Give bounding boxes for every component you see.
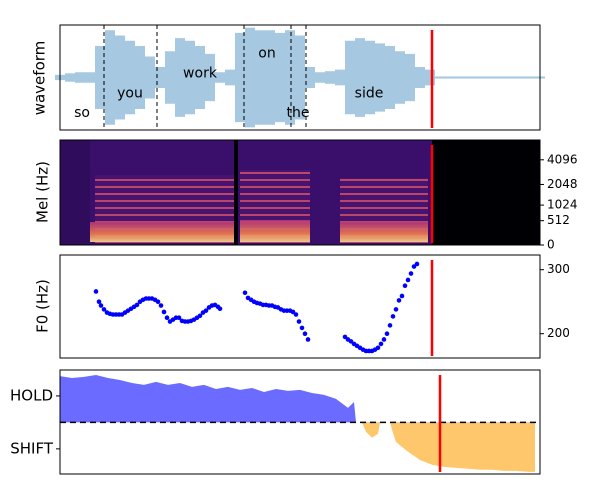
f0-point <box>305 337 311 342</box>
f0-point <box>381 337 387 342</box>
f0-point <box>402 283 408 289</box>
f0-point <box>161 309 167 315</box>
f0-point <box>290 309 296 315</box>
f0-point <box>197 313 203 319</box>
f0-point <box>299 325 305 331</box>
f0-point <box>378 341 384 347</box>
f0-point <box>399 293 405 299</box>
f0-point <box>411 264 417 269</box>
f0-point <box>93 289 99 294</box>
y-tick-label: 300 <box>547 262 570 276</box>
y-tick-label: 2048 <box>547 177 578 191</box>
f0-point <box>101 307 107 312</box>
y-axis-label: waveform <box>31 41 49 116</box>
f0-point <box>384 331 390 336</box>
f0-point <box>96 299 102 305</box>
f0-point <box>164 315 170 320</box>
f0-point <box>396 298 402 303</box>
f0-point <box>302 331 308 336</box>
hold-shift-area <box>60 375 535 472</box>
y-tick-label: 1024 <box>547 198 578 212</box>
y-tick-label: 0 <box>547 238 555 252</box>
f0-point <box>342 334 348 340</box>
y-axis-label: F0 (Hz) <box>34 279 52 333</box>
f0-point <box>414 261 420 267</box>
f0-point <box>242 290 248 296</box>
word-label: side <box>355 85 384 101</box>
f0-point <box>296 319 302 324</box>
y-tick-label: 4096 <box>547 152 578 166</box>
f0-point <box>390 314 396 319</box>
spectrogram-image <box>60 140 540 245</box>
f0-point <box>375 345 381 351</box>
word-label: on <box>258 45 275 61</box>
word-label: work <box>183 65 218 81</box>
f0-point <box>176 315 182 320</box>
f0-point <box>203 308 209 313</box>
y-tick-label: SHIFT <box>10 439 54 457</box>
y-tick-label: 512 <box>547 213 570 227</box>
y-axis-label: Mel (Hz) <box>34 161 52 223</box>
f0-point <box>98 303 104 308</box>
f0-point <box>293 312 299 317</box>
frames <box>59 24 541 475</box>
f0-point <box>158 303 164 308</box>
word-label: you <box>117 85 143 101</box>
y-tick-label: HOLD <box>10 386 53 404</box>
f0-point <box>155 299 161 305</box>
f0-point <box>405 277 411 283</box>
f0-point <box>217 306 223 312</box>
word-label: the <box>287 105 310 121</box>
word-label: so <box>74 105 90 121</box>
f0-point <box>408 271 414 276</box>
f0-point <box>393 307 399 312</box>
f0-point <box>134 302 140 308</box>
y-tick-label: 200 <box>547 326 570 340</box>
f0-point <box>387 323 393 328</box>
f0-point <box>348 339 354 344</box>
